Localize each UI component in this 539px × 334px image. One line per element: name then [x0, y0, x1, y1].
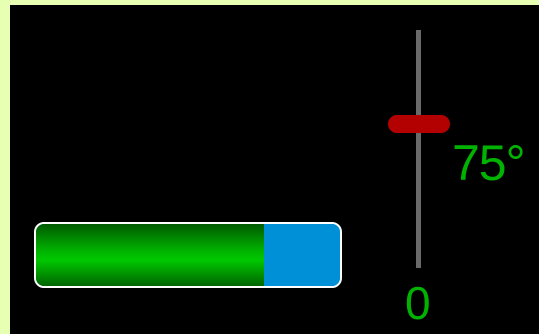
progress-bar: [34, 222, 342, 288]
progress-fill: [36, 224, 264, 286]
slider-thumb[interactable]: [388, 115, 450, 133]
display-panel: 75° 0: [10, 5, 539, 334]
progress-remaining: [264, 224, 340, 286]
slider-min-label: 0: [405, 277, 431, 329]
slider-track[interactable]: [416, 30, 421, 268]
slider-value-label: 75°: [452, 135, 526, 191]
